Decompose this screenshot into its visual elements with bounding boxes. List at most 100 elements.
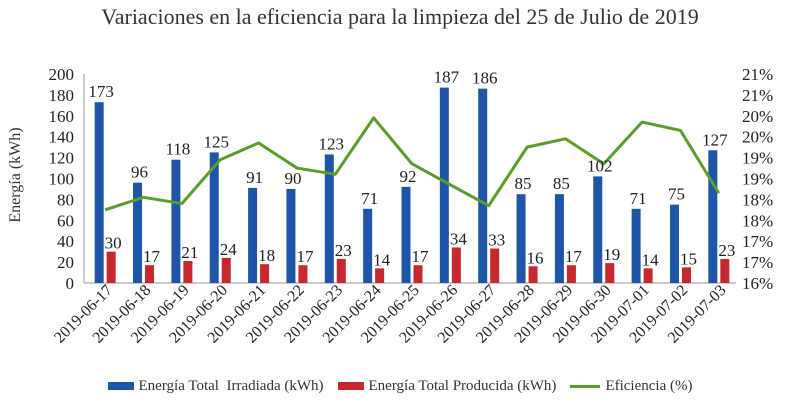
bar-producida [375, 268, 385, 283]
bar-producida [298, 265, 308, 283]
y2-tick-label: 17% [742, 253, 773, 272]
y-tick-label: 200 [49, 65, 75, 84]
data-label-producida: 33 [488, 231, 505, 250]
bar-producida [451, 247, 461, 283]
bar-irradiada [554, 194, 564, 283]
legend-swatch-irradiada [107, 382, 134, 390]
data-label-irradiada: 92 [400, 167, 417, 186]
legend-swatch-eficiencia [570, 384, 601, 388]
bar-producida [720, 258, 730, 283]
line-eficiencia [104, 116, 721, 212]
data-label-irradiada: 85 [515, 174, 532, 193]
data-label-producida: 14 [373, 250, 391, 269]
bar-irradiada [248, 187, 258, 283]
data-label-producida: 15 [680, 249, 697, 268]
bar-producida [566, 265, 576, 283]
y-tick-label: 160 [49, 107, 75, 126]
bar-irradiada [593, 176, 603, 283]
bar-irradiada [363, 208, 373, 283]
data-label-irradiada: 96 [131, 163, 148, 182]
legend-item-eficiencia: Eficiencia (%) [570, 378, 692, 395]
y2-tick-label: 19% [742, 170, 773, 189]
legend-swatch-producida [337, 382, 364, 390]
bar-producida [643, 268, 653, 283]
legend-label-eficiencia: Eficiencia (%) [605, 377, 693, 394]
y2-tick-label: 18% [742, 190, 773, 209]
legend-item-producida: Energía Total Producida (kWh) [337, 377, 557, 395]
y2-tick-label: 20% [742, 107, 773, 126]
bar-irradiada [708, 150, 718, 283]
y-tick-label: 0 [66, 274, 75, 293]
bar-irradiada [209, 152, 219, 283]
bar-producida [528, 266, 538, 283]
bar-irradiada [669, 204, 679, 283]
bar-producida [413, 265, 423, 283]
y2-tick-label: 19% [742, 149, 773, 168]
y-axis-label: Energía (kWh) [7, 127, 24, 222]
legend: Energía Total Irradiada (kWh) Energía To… [0, 375, 800, 397]
data-label-irradiada: 71 [361, 189, 378, 208]
y-tick-label: 20 [57, 253, 74, 272]
data-label-producida: 17 [143, 247, 161, 266]
bar-irradiada [631, 208, 641, 283]
bar-producida [336, 258, 346, 283]
data-label-irradiada: 173 [88, 82, 114, 101]
data-label-producida: 30 [105, 234, 122, 253]
legend-item-irradiada: Energía Total Irradiada (kWh) [107, 377, 324, 395]
bar-producida [681, 267, 691, 283]
y-tick-label: 60 [57, 211, 74, 230]
bar-producida [183, 261, 193, 283]
data-label-irradiada: 127 [702, 130, 728, 149]
y2-tick-label: 21% [742, 65, 773, 84]
data-label-irradiada: 187 [434, 68, 460, 87]
data-label-producida: 21 [181, 243, 198, 262]
data-label-irradiada: 102 [587, 156, 613, 175]
data-label-irradiada: 75 [668, 185, 685, 204]
bar-irradiada [439, 87, 449, 284]
y-tick-label: 80 [57, 190, 74, 209]
data-label-producida: 19 [603, 245, 620, 264]
bar-producida [260, 264, 270, 283]
data-label-irradiada: 125 [203, 132, 229, 151]
data-label-irradiada: 123 [319, 134, 345, 153]
data-label-irradiada: 85 [553, 174, 570, 193]
y-tick-label: 120 [49, 149, 75, 168]
y2-tick-label: 21% [742, 86, 773, 105]
bar-irradiada [516, 194, 526, 283]
legend-label-irradiada: Energía Total Irradiada (kWh) [138, 377, 324, 394]
data-label-producida: 17 [296, 247, 314, 266]
data-label-irradiada: 118 [165, 140, 190, 159]
data-label-irradiada: 71 [630, 189, 647, 208]
bar-producida [106, 251, 116, 283]
bar-irradiada [324, 154, 334, 283]
bar-producida [490, 248, 500, 283]
data-label-producida: 18 [258, 246, 275, 265]
y2-tick-label: 18% [742, 211, 773, 230]
y-tick-label: 140 [49, 128, 75, 147]
bar-irradiada [286, 188, 296, 283]
data-label-producida: 24 [220, 240, 238, 259]
bar-irradiada [171, 159, 181, 283]
bar-irradiada [133, 182, 143, 283]
legend-label-producida: Energía Total Producida (kWh) [368, 377, 557, 394]
data-label-irradiada: 90 [284, 169, 301, 188]
y2-tick-label: 16% [742, 274, 773, 293]
chart-title: Variaciones en la eficiencia para la lim… [101, 4, 699, 29]
bar-irradiada [401, 186, 411, 283]
data-label-producida: 34 [450, 229, 468, 248]
y2-tick-label: 17% [742, 232, 773, 251]
bar-producida [605, 263, 615, 283]
data-label-irradiada: 186 [472, 69, 498, 88]
data-label-producida: 23 [718, 241, 735, 260]
y-tick-label: 100 [49, 170, 75, 189]
data-label-producida: 16 [527, 248, 544, 267]
bar-producida [145, 265, 155, 283]
bar-irradiada [94, 102, 104, 283]
y-tick-label: 180 [49, 86, 75, 105]
data-label-producida: 23 [335, 241, 352, 260]
data-label-producida: 14 [642, 250, 660, 269]
bar-irradiada [478, 88, 488, 283]
data-label-producida: 17 [565, 247, 583, 266]
y-tick-label: 40 [57, 232, 74, 251]
